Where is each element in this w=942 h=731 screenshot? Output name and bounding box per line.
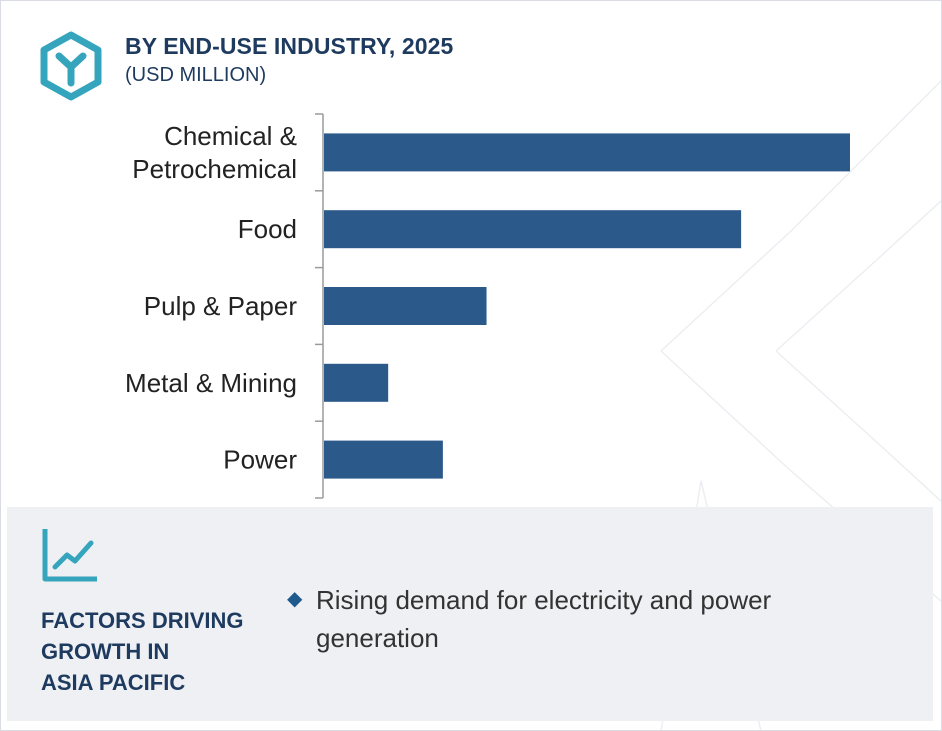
category-label: Pulp & Paper (144, 291, 298, 321)
factors-title: FACTORS DRIVING GROWTH IN ASIA PACIFIC (41, 608, 244, 695)
diamond-bullet-icon: ◆ (287, 588, 303, 610)
category-label: Power (223, 445, 297, 475)
category-label: Food (238, 214, 297, 244)
hexagon-y-logo-icon (40, 31, 102, 101)
bar (324, 133, 850, 172)
line-chart-trend-icon (42, 529, 97, 582)
bar-chart: Chemical & Petrochemical Food Pulp & Paper M… (125, 113, 850, 499)
bar (324, 210, 742, 249)
chart-title: BY END-USE INDUSTRY, 2025 (125, 33, 454, 59)
bar (324, 363, 389, 402)
category-label-line: Chemical & (164, 121, 297, 151)
chart-subtitle: (USD MILLION) (125, 64, 267, 86)
category-label: Metal & Mining (125, 368, 297, 398)
category-label-line: Food (238, 214, 297, 244)
category-label-line: Petrochemical (132, 154, 297, 184)
factors-panel: FACTORS DRIVING GROWTH IN ASIA PACIFIC ◆… (7, 507, 933, 721)
bar (324, 440, 443, 479)
category-label-line: Power (223, 445, 297, 475)
category-label-line: Metal & Mining (125, 368, 297, 398)
category-label: Chemical & Petrochemical (132, 121, 297, 184)
bar (324, 287, 487, 325)
factor-bullet-text: Rising demand for electricity and power … (316, 585, 772, 653)
category-label-line: Pulp & Paper (144, 291, 298, 321)
